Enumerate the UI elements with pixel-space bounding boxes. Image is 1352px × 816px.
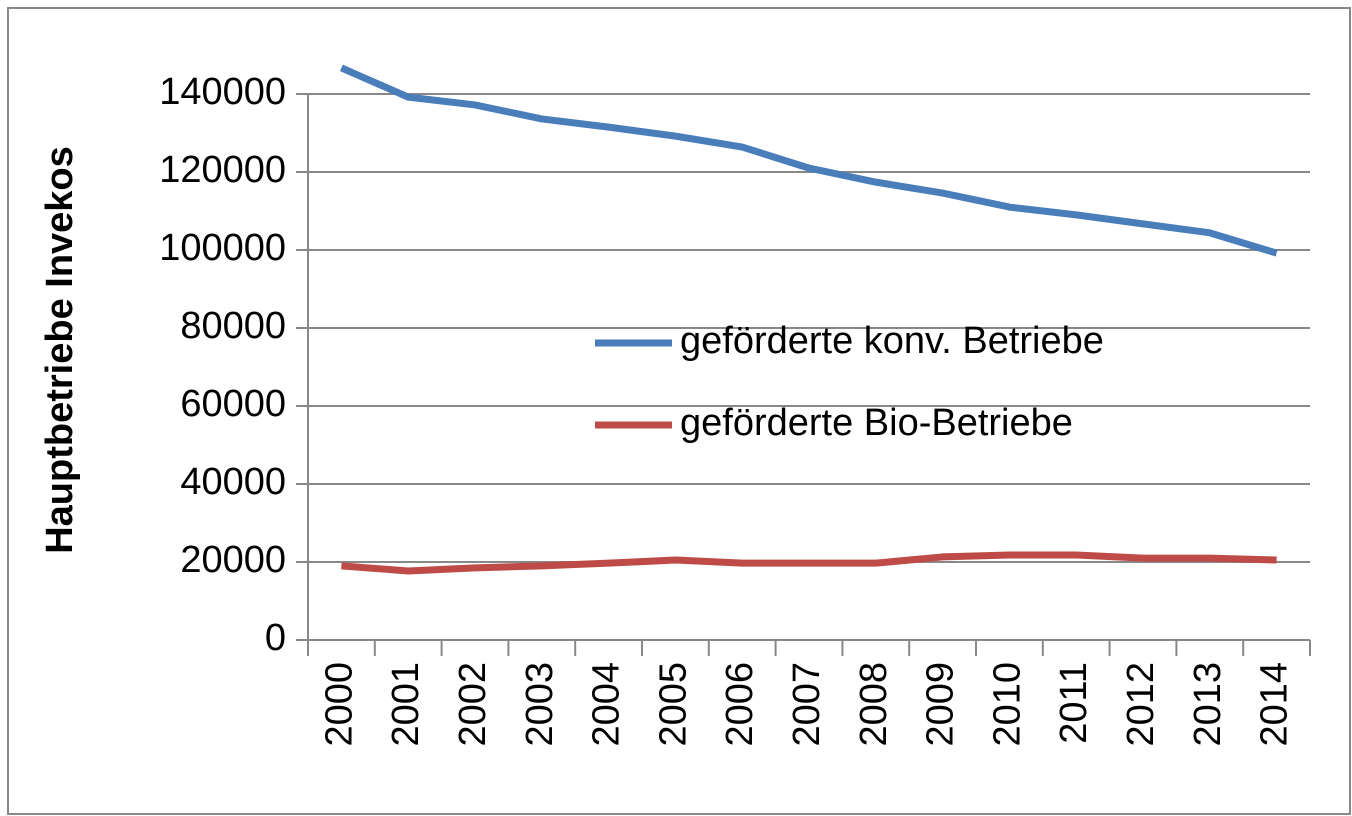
x-tick-label: 2006 xyxy=(719,662,761,747)
x-tick-label: 2003 xyxy=(519,662,561,747)
x-tick-label: 2012 xyxy=(1120,662,1162,747)
y-tick-label: 60000 xyxy=(180,383,286,425)
y-tick-label: 140000 xyxy=(159,71,286,113)
y-tick-label: 100000 xyxy=(159,227,286,269)
chart-border xyxy=(7,7,1351,815)
y-tick-label: 20000 xyxy=(180,539,286,581)
legend-label: geförderte konv. Betriebe xyxy=(680,320,1104,362)
x-tick-label: 2010 xyxy=(986,662,1028,747)
x-tick-label: 2001 xyxy=(385,662,427,747)
x-tick-label: 2007 xyxy=(786,662,828,747)
x-tick-label: 2014 xyxy=(1254,662,1296,747)
line xyxy=(341,551,1277,575)
y-tick-label: 0 xyxy=(265,617,286,659)
x-tick-label: 2011 xyxy=(1053,662,1095,744)
legend-label: geförderte Bio-Betriebe xyxy=(680,402,1073,444)
y-axis-label: Hauptbetriebe Invekos xyxy=(39,146,81,554)
y-tick-label: 40000 xyxy=(180,461,286,503)
x-tick-label: 2000 xyxy=(318,662,360,747)
line xyxy=(339,64,1278,257)
x-tick-label: 2004 xyxy=(586,662,628,747)
x-tick-label: 2005 xyxy=(652,662,694,747)
y-tick-label: 80000 xyxy=(180,305,286,347)
x-tick-label: 2013 xyxy=(1187,662,1229,747)
x-tick-label: 2009 xyxy=(920,662,962,747)
x-tick-label: 2002 xyxy=(452,662,494,747)
y-tick-label: 120000 xyxy=(159,149,286,191)
x-tick-label: 2008 xyxy=(853,662,895,747)
